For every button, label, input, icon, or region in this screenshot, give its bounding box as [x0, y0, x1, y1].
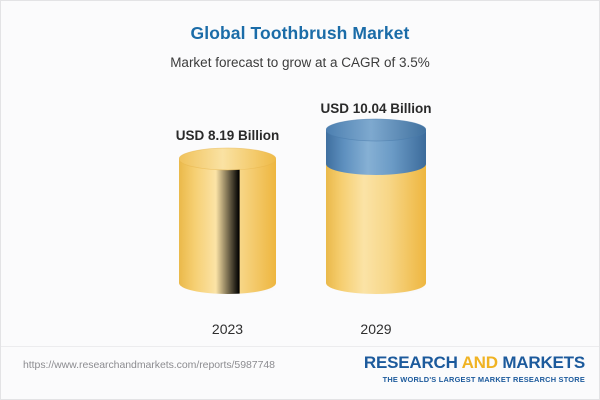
- logo-word-and: AND: [461, 353, 498, 372]
- bar-value-label-2023: USD 8.19 Billion: [175, 128, 280, 143]
- logo-word-research: RESEARCH: [363, 353, 462, 372]
- cylinder-svg-2029: [325, 118, 434, 296]
- bar-value-label-2029: USD 10.04 Billion: [320, 101, 432, 116]
- research-and-markets-logo[interactable]: RESEARCH AND MARKETS THE WORLD'S LARGEST…: [364, 353, 585, 384]
- bar-cylinder-2023[interactable]: [178, 146, 283, 301]
- footer-bar: https://www.researchandmarkets.com/repor…: [1, 346, 599, 399]
- chart-subtitle: Market forecast to grow at a CAGR of 3.5…: [170, 55, 430, 70]
- cylinder-svg-2023: [178, 147, 283, 296]
- logo-wordmark: RESEARCH AND MARKETS: [364, 353, 585, 373]
- source-url[interactable]: https://www.researchandmarkets.com/repor…: [23, 359, 275, 371]
- logo-tagline: THE WORLD'S LARGEST MARKET RESEARCH STOR…: [382, 375, 585, 384]
- logo-word-markets: MARKETS: [497, 353, 585, 372]
- chart-title: Global Toothbrush Market: [190, 23, 410, 43]
- category-label-2029: 2029: [360, 321, 392, 337]
- category-label-2023: 2023: [211, 321, 244, 337]
- chart-plot-area: USD 8.19 Billion: [1, 1, 599, 346]
- bar-cylinder-2029[interactable]: [325, 118, 434, 301]
- chart-header: Global Toothbrush Market Market forecast…: [1, 23, 599, 70]
